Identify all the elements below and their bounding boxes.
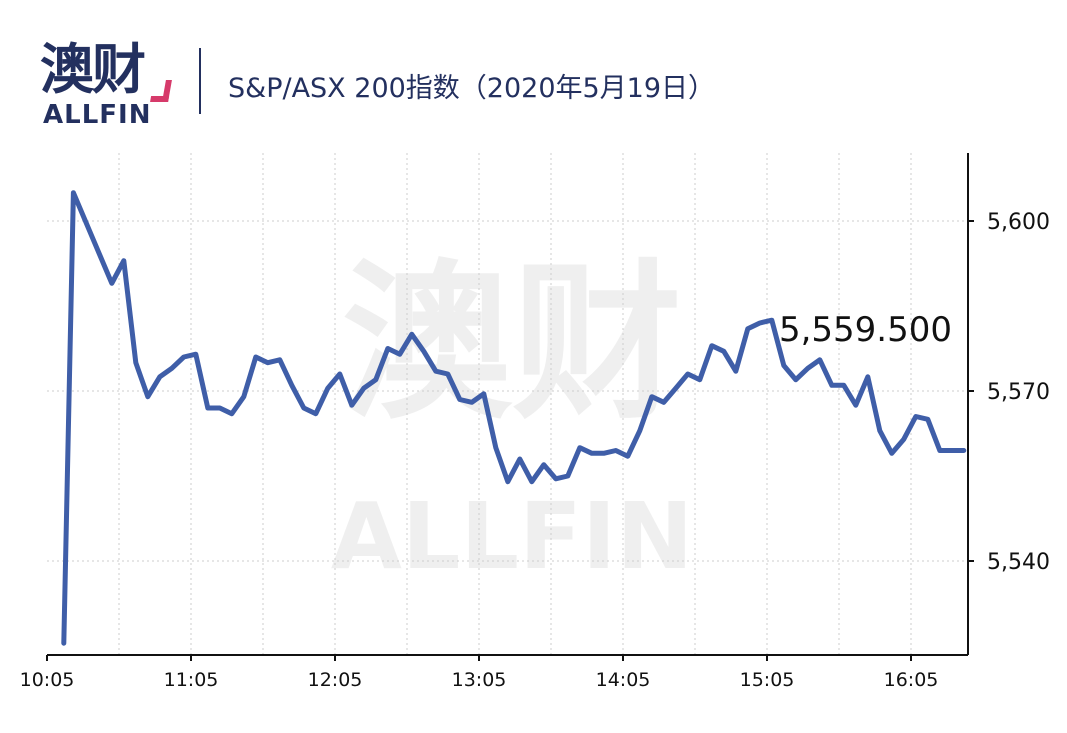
x-tick-label: 14:05 [596, 669, 651, 691]
watermark-chinese: 澳财 [342, 245, 682, 443]
watermark: 澳财 ALLFIN [331, 245, 694, 590]
watermark-english: ALLFIN [331, 483, 694, 590]
series-line [61, 190, 967, 646]
logo-english-text: ALLFIN [43, 100, 152, 130]
y-axis-ticks: 5,540 5,570 5,600 [968, 210, 1050, 575]
x-tick-label: 13:05 [452, 669, 507, 691]
allfin-logo: 澳财 ALLFIN [40, 38, 172, 130]
x-tick-label: 10:05 [20, 669, 75, 691]
x-tick-label: 11:05 [164, 669, 219, 691]
x-tick-label: 15:05 [740, 669, 795, 691]
grid-lines [47, 153, 968, 655]
last-value-label: 5,559.500 [779, 310, 952, 350]
chart-title: S&P/ASX 200指数（2020年5月19日） [228, 73, 716, 104]
axes [47, 153, 969, 656]
logo-chinese-text: 澳财 [40, 38, 146, 101]
header-divider [199, 48, 201, 114]
y-tick-label: 5,570 [987, 380, 1050, 405]
x-tick-label: 12:05 [308, 669, 363, 691]
x-tick-label: 16:05 [884, 669, 939, 691]
x-axis-ticks: 10:05 11:05 12:05 13:05 14:05 15:05 16:05 [20, 655, 939, 691]
y-tick-label: 5,600 [987, 210, 1050, 235]
y-tick-label: 5,540 [987, 550, 1050, 575]
